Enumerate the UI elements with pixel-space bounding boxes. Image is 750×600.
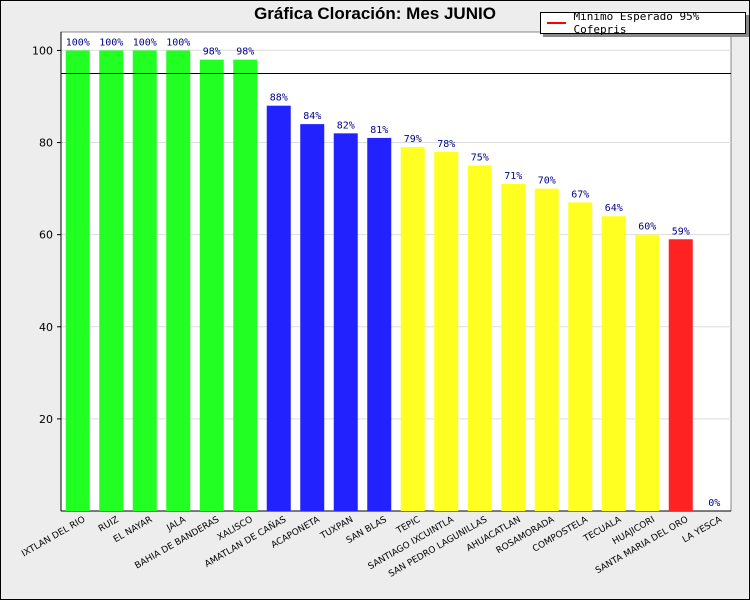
data-label: 98% xyxy=(236,47,254,58)
bar xyxy=(166,50,191,512)
legend: Minimo Esperado 95% Cofepris xyxy=(540,10,746,36)
bar xyxy=(534,188,559,511)
data-label: 88% xyxy=(270,93,288,104)
bar xyxy=(367,137,392,512)
bar xyxy=(266,105,291,511)
plot-area xyxy=(60,31,732,512)
y-tick-label: 40 xyxy=(39,321,53,334)
bar xyxy=(65,50,90,512)
bar xyxy=(132,50,157,512)
data-label: 100% xyxy=(66,37,90,48)
data-label: 64% xyxy=(605,203,623,214)
y-tick-label: 60 xyxy=(39,229,53,242)
x-tick-label: IXTLAN DEL RIO xyxy=(20,515,87,559)
data-label: 100% xyxy=(99,37,123,48)
y-tick-label: 80 xyxy=(39,137,53,150)
x-tick-label: RUIZ xyxy=(97,515,121,534)
data-label: 60% xyxy=(638,222,656,233)
data-label: 78% xyxy=(437,139,455,150)
bar xyxy=(434,151,459,511)
bar xyxy=(99,50,124,512)
bar xyxy=(199,59,224,512)
legend-label: Minimo Esperado 95% Cofepris xyxy=(573,10,700,36)
bar xyxy=(300,124,325,511)
data-label: 71% xyxy=(504,171,522,182)
bar xyxy=(333,133,358,512)
bar xyxy=(601,216,626,511)
bar xyxy=(400,147,425,511)
chart-title: Gráfica Cloración: Mes JUNIO xyxy=(254,4,496,23)
bar xyxy=(668,239,693,511)
data-label: 84% xyxy=(303,111,321,122)
bar xyxy=(233,59,258,512)
data-label: 100% xyxy=(133,37,157,48)
data-label: 81% xyxy=(370,125,388,136)
y-tick-label: 100 xyxy=(32,44,53,57)
legend-swatch xyxy=(547,22,566,24)
bar xyxy=(568,202,593,512)
data-label: 70% xyxy=(538,176,556,187)
data-label: 0% xyxy=(708,498,720,509)
data-label: 100% xyxy=(166,37,190,48)
x-tick-label: EL NAYAR xyxy=(112,515,154,545)
x-tick-label: JALA xyxy=(165,515,189,535)
bar xyxy=(635,234,660,511)
y-tick-label: 20 xyxy=(39,413,53,426)
data-label: 82% xyxy=(337,120,355,131)
data-label: 67% xyxy=(571,189,589,200)
data-label: 79% xyxy=(404,134,422,145)
data-label: 59% xyxy=(672,226,690,237)
bar xyxy=(501,183,526,511)
data-label: 98% xyxy=(203,47,221,58)
data-label: 75% xyxy=(471,153,489,164)
bar xyxy=(467,165,492,511)
